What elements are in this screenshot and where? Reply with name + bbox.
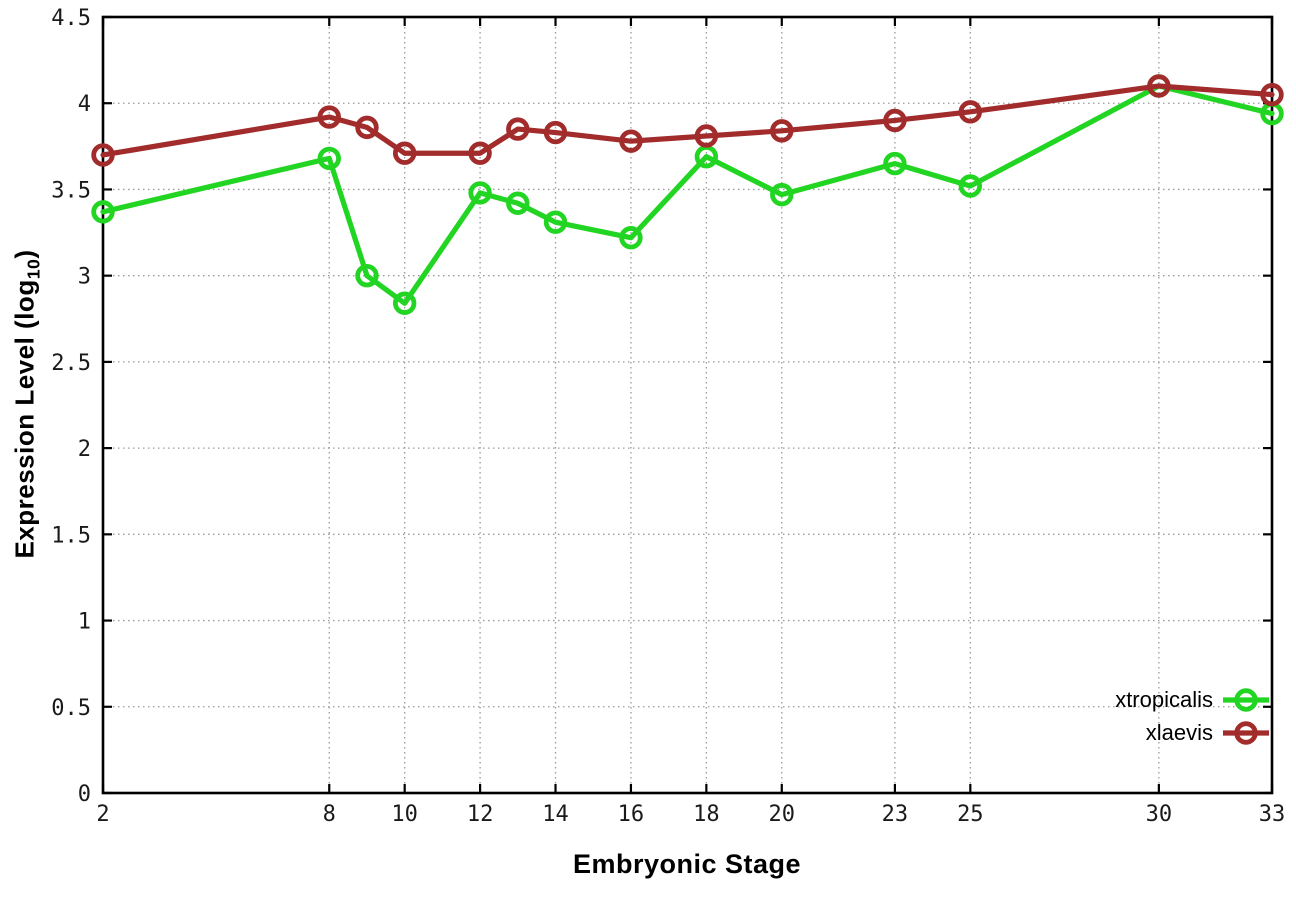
y-tick-label: 2 — [78, 437, 91, 462]
data-point-xlaevis — [506, 117, 530, 141]
data-point-xlaevis — [1147, 74, 1171, 98]
x-tick-label: 20 — [769, 802, 796, 827]
y-tick-label: 2.5 — [51, 351, 91, 376]
x-tick-label: 2 — [96, 802, 109, 827]
data-point-xlaevis — [694, 124, 719, 148]
y-tick-label: 4.5 — [51, 6, 91, 31]
y-tick-label: 3 — [78, 265, 91, 290]
y-axis-title-close: ) — [9, 249, 40, 259]
data-point-xtropicalis — [392, 291, 417, 315]
y-axis-title: Expression Level (log10) — [9, 249, 44, 558]
data-point-xlaevis — [883, 108, 907, 133]
y-tick-label: 0 — [78, 782, 91, 807]
data-point-xlaevis — [91, 143, 115, 167]
x-tick-label: 25 — [957, 802, 984, 827]
y-tick-label: 3.5 — [51, 178, 91, 203]
legend-sample-point — [1234, 720, 1258, 745]
y-tick-label: 1 — [78, 610, 91, 635]
y-tick-label: 4 — [78, 92, 91, 117]
data-point-xtropicalis — [770, 182, 794, 207]
legend-marker-xtropicalis — [1223, 687, 1269, 712]
data-point-xlaevis — [619, 129, 643, 153]
legend-label-xlaevis: xlaevis — [1145, 719, 1213, 745]
x-axis-title: Embryonic Stage — [572, 849, 802, 879]
x-tick-label: 8 — [323, 802, 336, 827]
data-point-xlaevis — [468, 141, 492, 165]
x-tick-label: 14 — [542, 802, 569, 827]
data-point-xlaevis — [543, 120, 568, 145]
legend-item-xtropicalis: xtropicalis — [1115, 683, 1270, 716]
data-point-xtropicalis — [883, 151, 907, 176]
x-tick-label: 30 — [1146, 802, 1173, 827]
legend-marker-xlaevis — [1223, 720, 1269, 745]
y-axis-title-subscript: 10 — [23, 258, 44, 280]
y-tick-label: 1.5 — [51, 523, 91, 548]
data-point-xtropicalis — [543, 210, 568, 234]
x-tick-label: 33 — [1259, 802, 1286, 827]
data-point-xlaevis — [392, 141, 417, 165]
legend-sample-point — [1234, 687, 1258, 712]
data-point-xtropicalis — [506, 191, 530, 215]
series-line-xtropicalis — [100, 83, 1275, 306]
y-axis-title-text: Expression Level (log — [9, 279, 40, 559]
data-point-xlaevis — [958, 100, 983, 124]
data-point-xtropicalis — [468, 181, 492, 205]
x-tick-label: 16 — [618, 802, 645, 827]
plot-border — [101, 15, 1274, 795]
data-point-xtropicalis — [619, 226, 643, 250]
x-tick-label: 10 — [391, 802, 418, 827]
data-point-xlaevis — [355, 115, 379, 140]
legend: xtropicalis xlaevis — [1115, 683, 1270, 749]
y-tick-label: 0.5 — [51, 696, 91, 721]
x-tick-label: 23 — [882, 802, 909, 827]
data-point-xtropicalis — [958, 174, 983, 198]
x-tick-label: 12 — [467, 802, 494, 827]
data-point-xtropicalis — [355, 263, 379, 288]
legend-label-xtropicalis: xtropicalis — [1115, 686, 1213, 712]
data-point-xtropicalis — [91, 200, 115, 224]
data-point-xlaevis — [770, 119, 794, 143]
data-point-xlaevis — [1260, 82, 1284, 107]
data-point-xtropicalis — [317, 146, 341, 171]
legend-item-xlaevis: xlaevis — [1115, 716, 1270, 749]
data-point-xlaevis — [317, 105, 341, 129]
x-tick-label: 18 — [693, 802, 720, 827]
